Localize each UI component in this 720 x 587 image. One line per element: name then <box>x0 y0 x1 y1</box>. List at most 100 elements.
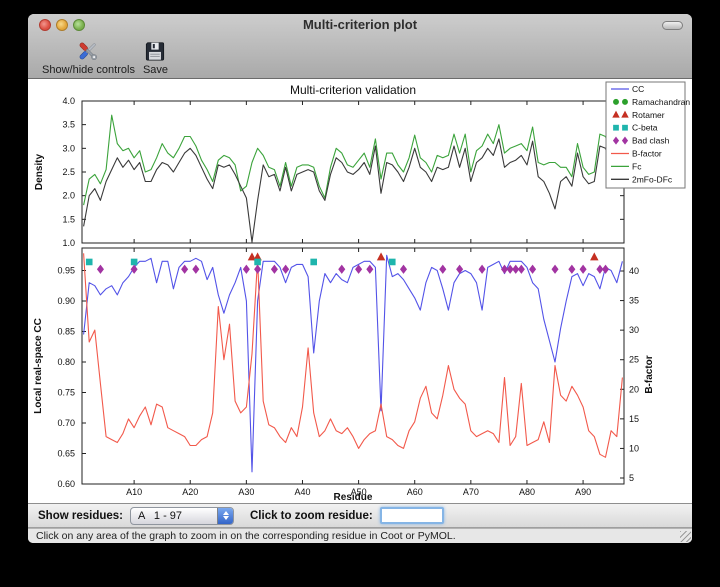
residue-xtick-label: A10 <box>126 487 142 497</box>
save-icon <box>144 38 166 64</box>
rotamer-marker <box>590 252 599 261</box>
bad-clash-marker <box>568 264 576 274</box>
bad-clash-marker <box>512 264 520 274</box>
show-residues-select[interactable]: A 1 - 97 <box>130 506 234 525</box>
legend-sample-marker <box>613 124 619 131</box>
bad-clash-marker <box>282 264 290 274</box>
bad-clash-marker <box>355 264 363 274</box>
c-beta-marker <box>85 258 93 266</box>
bfactor-ytick-label: 25 <box>629 355 639 365</box>
residue-xtick-label: A80 <box>519 487 535 497</box>
bfactor-ytick-label: 10 <box>629 443 639 453</box>
legend-label: CC <box>632 84 644 94</box>
bad-clash-marker <box>254 264 262 274</box>
bad-clash-marker <box>601 264 610 274</box>
residue-xtick-label: A50 <box>351 487 367 497</box>
legend-label: B-factor <box>632 149 662 159</box>
density-axis-label: Density <box>34 154 45 191</box>
bfactor-axis-label: B-factor <box>644 355 655 393</box>
residue-xtick-label: A90 <box>575 487 591 497</box>
density-ytick-label: 1.5 <box>62 214 75 224</box>
bad-clash-marker <box>500 264 509 274</box>
c-beta-marker <box>254 258 261 266</box>
window-title: Multi-criterion plot <box>302 17 418 32</box>
c-beta-marker <box>130 258 138 266</box>
bad-clash-marker <box>517 264 525 274</box>
cc-ytick-label: 0.65 <box>57 449 75 459</box>
bfactor-ytick-label: 15 <box>629 414 639 424</box>
toolbar-toggle-button[interactable] <box>662 21 683 30</box>
b-factor-line <box>83 253 623 458</box>
titlebar[interactable]: Multi-criterion plot <box>28 14 692 36</box>
show-hide-controls-label: Show/hide controls <box>42 64 135 76</box>
cc-plot-area[interactable] <box>81 247 625 485</box>
density-ytick-label: 3.0 <box>62 143 75 153</box>
multi-criterion-figure[interactable]: 4.0 3.5 3.0 2.5 2.0 1.5 1.0 Multi-criterion val… <box>28 79 690 503</box>
cc-axis-label: Local real-space CC <box>33 318 44 414</box>
bfactor-ytick-label: 20 <box>629 384 639 394</box>
resize-grip-icon[interactable] <box>680 531 691 542</box>
toolbar: Show/hide controls Save <box>28 36 692 78</box>
bad-clash-marker <box>242 264 250 274</box>
bad-clash-marker <box>181 264 189 274</box>
residue-xtick-label: A20 <box>182 487 198 497</box>
density-ytick-label: 1.0 <box>62 238 75 248</box>
bad-clash-marker <box>366 264 374 274</box>
cc-ytick-label: 0.70 <box>57 418 75 428</box>
legend-label: Bad clash <box>632 136 670 146</box>
show-residues-label: Show residues: <box>38 509 123 522</box>
bad-clash-marker <box>506 264 514 274</box>
bad-clash-marker <box>456 264 464 274</box>
legend-label: C-beta <box>632 123 658 133</box>
bad-clash-marker <box>529 264 537 274</box>
legend-sample-marker <box>612 136 620 145</box>
bad-clash-marker <box>130 264 138 274</box>
legend-label: Ramachandran <box>632 97 690 107</box>
density-ytick-label: 4.0 <box>62 96 75 106</box>
cc-ytick-label: 0.75 <box>57 388 75 398</box>
bad-clash-marker <box>399 264 408 274</box>
c-beta-marker <box>310 258 318 266</box>
tools-icon <box>76 38 100 64</box>
cc-ytick-label: 0.85 <box>57 327 75 337</box>
residue-xtick-label: A30 <box>238 487 254 497</box>
show-residues-value: A 1 - 97 <box>138 509 183 522</box>
minimize-button[interactable] <box>56 19 68 31</box>
show-hide-controls-button[interactable]: Show/hide controls <box>38 36 139 76</box>
density-plot-area[interactable] <box>81 100 625 244</box>
c-beta-marker <box>388 258 396 266</box>
bfactor-ytick-label: 35 <box>629 296 639 306</box>
zoom-window-button[interactable] <box>73 19 85 31</box>
plot-canvas[interactable]: 4.0 3.5 3.0 2.5 2.0 1.5 1.0 Multi-criterion val… <box>28 79 692 503</box>
2mfo-dfc-line <box>83 138 623 243</box>
app-window: Multi-criterion plot <box>28 14 692 543</box>
bad-clash-marker <box>596 264 604 274</box>
residue-xtick-label: A40 <box>294 487 310 497</box>
close-button[interactable] <box>39 19 51 31</box>
cc-line <box>83 254 623 473</box>
legend-sample-marker <box>621 136 629 145</box>
residue-axis-label: Residue <box>334 492 373 503</box>
zoom-residue-input[interactable] <box>379 507 444 524</box>
save-label: Save <box>142 64 169 76</box>
legend-sample-marker <box>613 98 619 105</box>
save-button[interactable]: Save <box>139 36 172 76</box>
bad-clash-marker <box>478 264 486 274</box>
legend-sample-marker <box>622 124 628 131</box>
legend-label: Fc <box>632 161 642 171</box>
cc-ytick-label: 0.95 <box>57 266 75 276</box>
residue-xtick-label: A70 <box>463 487 479 497</box>
bad-clash-marker <box>579 264 587 274</box>
figure-title: Multi-criterion validation <box>290 83 416 97</box>
density-ytick-label: 3.5 <box>62 120 75 130</box>
legend-label: 2mFo-DFc <box>632 174 673 184</box>
bad-clash-marker <box>96 264 104 274</box>
legend-sample-marker <box>612 110 620 118</box>
bad-clash-marker <box>551 264 559 274</box>
bad-clash-marker <box>439 264 447 274</box>
bfactor-ytick-label: 30 <box>629 325 639 335</box>
zoom-residue-label: Click to zoom residue: <box>250 509 373 522</box>
status-text: Click on any area of the graph to zoom i… <box>36 530 456 542</box>
status-bar: Click on any area of the graph to zoom i… <box>28 528 692 543</box>
legend-sample-marker <box>621 110 629 118</box>
